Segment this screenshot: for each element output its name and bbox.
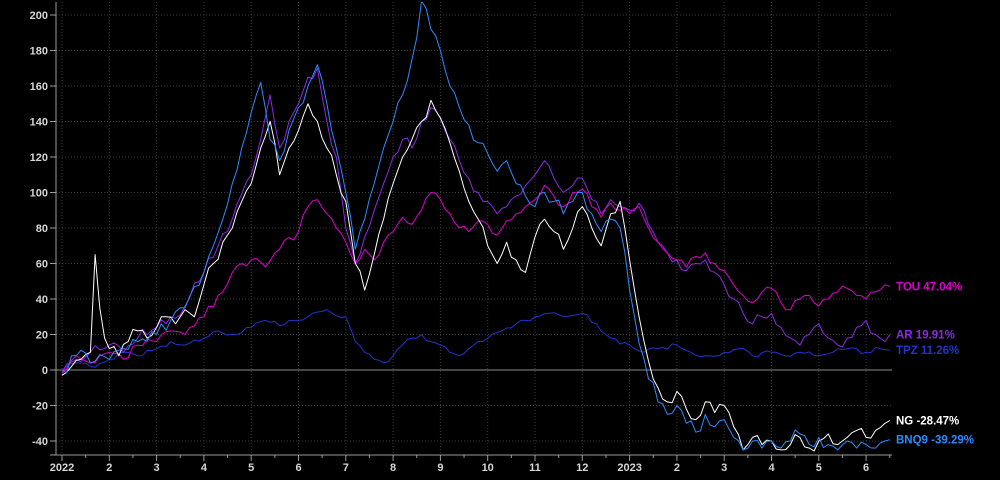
- x-tick-label: 12: [576, 462, 588, 474]
- x-tick-label: 2022: [50, 462, 74, 474]
- series-label-NG: NG -28.47%: [896, 416, 959, 428]
- y-tick-label: 200: [30, 10, 48, 22]
- series-label-TOU: TOU 47.04%: [896, 282, 962, 294]
- y-tick-label: 40: [36, 294, 48, 306]
- x-tick-label: 2023: [617, 462, 641, 474]
- series-line-NG: [61, 99, 891, 452]
- series-line-TOU: [61, 184, 890, 374]
- y-tick-label: 80: [36, 223, 48, 235]
- y-tick-label: -20: [32, 401, 48, 413]
- y-tick-label: 160: [30, 81, 48, 93]
- y-tick-label: 180: [30, 46, 48, 58]
- series-lines: [61, 2, 891, 452]
- x-tick-label: 4: [768, 462, 775, 474]
- series-label-AR: AR 19.91%: [896, 330, 955, 342]
- series-line-TPZ: [61, 309, 890, 371]
- series-label-BNQ9: BNQ9 -39.29%: [896, 435, 974, 447]
- x-tick-label: 5: [248, 462, 254, 474]
- x-tick-label: 3: [154, 462, 160, 474]
- x-tick-label: 6: [295, 462, 301, 474]
- x-tick-label: 5: [816, 462, 822, 474]
- x-tick-label: 8: [390, 462, 396, 474]
- y-tick-label: 120: [30, 152, 48, 164]
- y-tick-label: 0: [42, 365, 48, 377]
- x-tick-label: 11: [529, 462, 541, 474]
- series-line-AR: [61, 67, 891, 374]
- x-tick-label: 9: [437, 462, 443, 474]
- x-tick-label: 6: [863, 462, 869, 474]
- x-tick-label: 4: [201, 462, 208, 474]
- x-tick-label: 10: [482, 462, 494, 474]
- series-label-TPZ: TPZ 11.26%: [896, 345, 959, 357]
- x-tick-label: 2: [674, 462, 680, 474]
- y-tick-label: 100: [30, 188, 48, 200]
- x-tick-label: 7: [343, 462, 349, 474]
- y-tick-label: -40: [32, 436, 48, 448]
- y-tick-label: 20: [36, 330, 48, 342]
- x-tick-label: 3: [721, 462, 727, 474]
- x-tick-label: 2: [106, 462, 112, 474]
- series-line-BNQ9: [61, 2, 890, 451]
- y-tick-label: 60: [36, 259, 48, 271]
- y-tick-label: 140: [30, 117, 48, 129]
